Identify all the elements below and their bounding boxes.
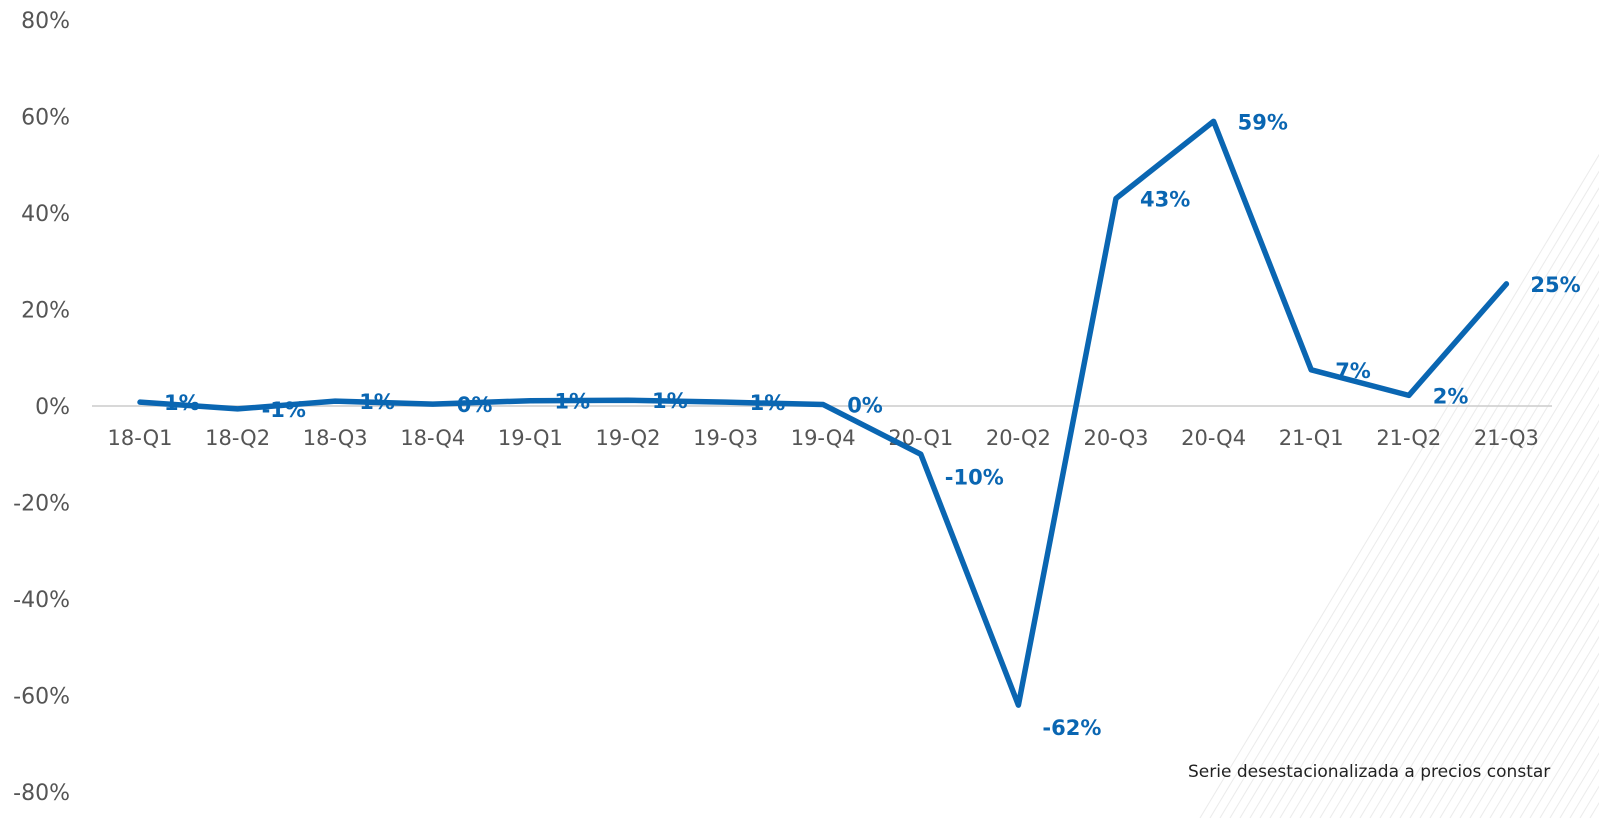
decor-curve — [1349, 403, 1599, 818]
x-tick-label: 21-Q3 — [1474, 426, 1539, 450]
decor-curve — [1329, 370, 1599, 818]
y-tick-label: -80% — [13, 781, 70, 806]
y-tick-label: 0% — [35, 395, 70, 420]
data-label: 1% — [554, 390, 590, 414]
x-tick-label: 21-Q1 — [1279, 426, 1344, 450]
data-label: 25% — [1530, 273, 1580, 297]
series-line — [137, 118, 1510, 708]
decor-curve — [1199, 154, 1599, 818]
decor-curve — [1539, 719, 1599, 818]
decor-curve — [1249, 237, 1599, 818]
data-labels: 1% -1% 1% 0% 1% 1% 1% 0% -10% -62% 43% 59% 7% 2% 25% — [164, 110, 1581, 740]
x-tick-label: 21-Q2 — [1376, 426, 1441, 450]
decor-curve — [1589, 802, 1599, 818]
x-tick-label: 20-Q2 — [986, 426, 1051, 450]
decor-curve — [1239, 220, 1599, 818]
x-tick-label: 18-Q3 — [303, 426, 368, 450]
x-tick-label: 19-Q1 — [498, 426, 563, 450]
x-axis-ticks: 18-Q1 18-Q2 18-Q3 18-Q4 19-Q1 19-Q2 19-Q3 19-Q4… — [108, 426, 1539, 450]
x-tick-label: 19-Q3 — [693, 426, 758, 450]
decor-curve — [1479, 619, 1599, 818]
decor-curve — [1529, 702, 1599, 818]
decor-curve — [1289, 303, 1599, 818]
y-axis-ticks: 80% 60% 40% 20% 0% -20% -40% -60% -80% — [13, 9, 70, 806]
decor-curve — [1509, 669, 1599, 818]
x-tick-label: 19-Q4 — [791, 426, 856, 450]
decor-curve — [1309, 337, 1599, 818]
x-tick-label: 19-Q2 — [596, 426, 661, 450]
decor-curve — [1359, 420, 1599, 818]
y-tick-label: 60% — [21, 106, 70, 131]
decor-curve — [1219, 187, 1599, 818]
x-tick-label: 20-Q3 — [1084, 426, 1149, 450]
data-label: 0% — [457, 393, 493, 417]
decor-curve — [1459, 586, 1599, 818]
y-tick-label: -40% — [13, 588, 70, 613]
decor-curve — [1339, 387, 1599, 818]
data-label: 59% — [1238, 110, 1288, 134]
footnote-text: Serie desestacionalizada a precios const… — [1188, 762, 1550, 782]
decor-curve — [1499, 652, 1599, 818]
decor-curve — [1379, 453, 1599, 818]
x-tick-label: 18-Q4 — [400, 426, 465, 450]
decor-curve — [1319, 353, 1599, 818]
y-tick-label: -60% — [13, 685, 70, 710]
data-label: -1% — [262, 398, 306, 422]
data-label: 7% — [1335, 359, 1371, 383]
decor-curve — [1489, 636, 1599, 818]
data-label: 43% — [1140, 188, 1190, 212]
y-tick-label: 80% — [21, 9, 70, 34]
decor-curve — [1439, 553, 1599, 818]
x-tick-label: 20-Q4 — [1181, 426, 1246, 450]
background-pattern — [1199, 154, 1599, 818]
decor-curve — [1409, 503, 1599, 818]
data-label: -10% — [945, 465, 1004, 489]
data-label: 1% — [750, 391, 786, 415]
x-tick-label: 18-Q2 — [205, 426, 270, 450]
decor-curve — [1299, 320, 1599, 818]
decor-curve — [1399, 486, 1599, 818]
decor-curve — [1279, 287, 1599, 818]
decor-curve — [1449, 569, 1599, 818]
decor-curve — [1519, 686, 1599, 818]
decor-curve — [1269, 270, 1599, 818]
decor-curve — [1389, 470, 1599, 818]
data-label: 2% — [1433, 384, 1469, 408]
data-label: 1% — [164, 391, 200, 415]
x-tick-label: 18-Q1 — [108, 426, 173, 450]
decor-curve — [1229, 204, 1599, 818]
data-label: 1% — [359, 390, 395, 414]
decor-curve — [1469, 603, 1599, 818]
data-label: 1% — [652, 389, 688, 413]
y-tick-label: 20% — [21, 299, 70, 324]
data-label: 0% — [847, 394, 883, 418]
y-tick-label: 40% — [21, 202, 70, 227]
x-tick-label: 20-Q1 — [888, 426, 953, 450]
decor-curve — [1259, 253, 1599, 818]
decor-curve — [1429, 536, 1599, 818]
y-tick-label: -20% — [13, 492, 70, 517]
decor-curve — [1209, 170, 1599, 818]
data-label: -62% — [1042, 716, 1101, 740]
decor-curve — [1419, 520, 1599, 818]
decor-curve — [1369, 437, 1599, 818]
decor-curve — [1569, 769, 1599, 818]
